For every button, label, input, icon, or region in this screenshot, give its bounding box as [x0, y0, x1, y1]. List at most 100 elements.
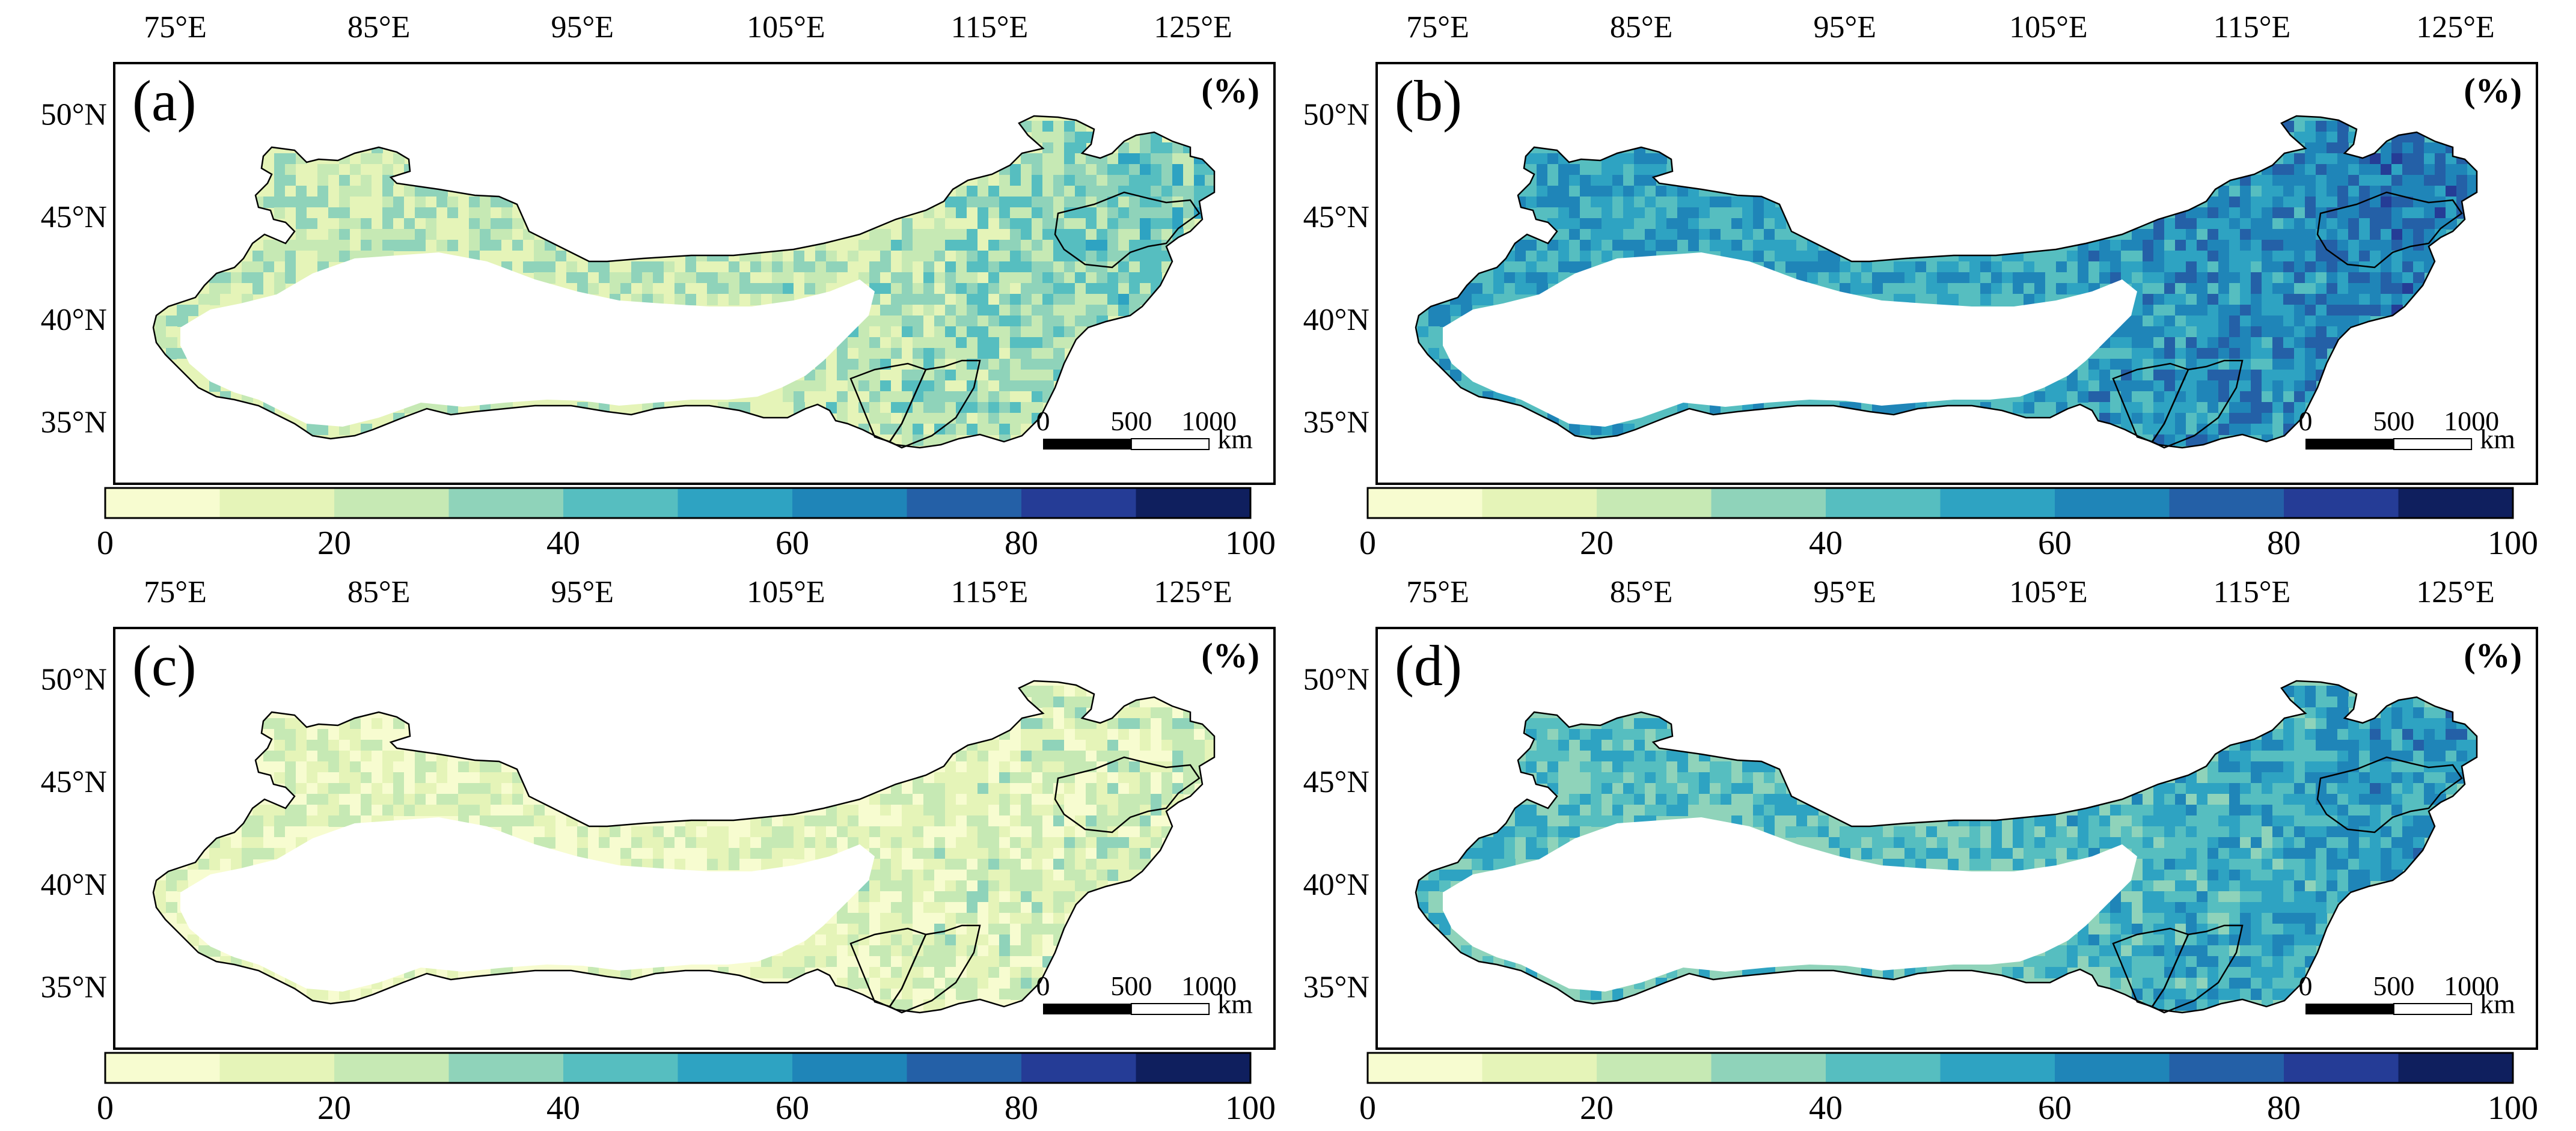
colorbar-swatch	[1826, 488, 1941, 518]
unit-label: (%)	[2464, 71, 2522, 110]
subregion-boundary	[2151, 359, 2244, 449]
lon-tick-label: 105°E	[2009, 10, 2088, 44]
map-region	[152, 680, 1216, 1014]
lon-tick-label: 85°E	[1610, 10, 1673, 44]
unit-label: (%)	[1201, 636, 1259, 675]
colorbar-tick-label: 0	[97, 525, 114, 562]
map-region	[152, 115, 1216, 449]
lat-tick-label: 45°N	[41, 765, 107, 799]
scale-bar-tick-label: 1000	[1181, 971, 1237, 1001]
colorbar-tick-label: 80	[1005, 1090, 1038, 1127]
lon-tick-label: 95°E	[551, 10, 614, 44]
colorbar-tick-label: 20	[317, 525, 351, 562]
colorbar-swatch	[1940, 1053, 2055, 1083]
colorbar-tick-label: 80	[1005, 525, 1038, 562]
scale-bar-tick-label: 1000	[1181, 406, 1237, 436]
lon-tick-label: 125°E	[1154, 575, 1232, 609]
subregion-boundary	[1054, 756, 1201, 834]
colorbar-tick-label: 60	[2038, 525, 2072, 562]
subregion-boundary	[2316, 756, 2463, 834]
colorbar-swatch	[1597, 488, 1712, 518]
colorbar: 0 20 40 60 80 100	[1359, 487, 2538, 562]
colorbar-swatch	[792, 488, 907, 518]
lat-tick-label: 40°N	[41, 303, 107, 337]
scale-bar-tick-label: 0	[1036, 971, 1050, 1001]
lon-tick-label: 115°E	[2213, 10, 2291, 44]
scale-bar-unit: km	[1217, 424, 1253, 454]
colorbar-swatch	[448, 1053, 564, 1083]
colorbar-tick-label: 100	[2488, 525, 2538, 562]
colorbar-swatch	[907, 1053, 1022, 1083]
region-boundary	[152, 115, 1216, 449]
colorbar-swatch	[2055, 488, 2170, 518]
colorbar-tick-label: 40	[546, 525, 580, 562]
scale-bar-tick-label: 0	[1036, 406, 1050, 436]
lon-tick-label: 125°E	[2416, 575, 2495, 609]
colorbar-swatch	[2284, 488, 2399, 518]
lat-tick-label: 50°N	[1303, 662, 1369, 697]
lat-tick-label: 35°N	[1303, 406, 1369, 440]
lon-tick-label: 75°E	[1406, 575, 1469, 609]
map-panel-svg: 75°E 85°E 95°E 105°E 115°E 125°E 50°N 45°N 40°N 3…	[1303, 10, 2538, 562]
unit-label: (%)	[2464, 636, 2522, 675]
colorbar-tick-label: 0	[97, 1090, 114, 1127]
panel-label: (c)	[132, 633, 197, 698]
panel-d: 75°E 85°E 95°E 105°E 115°E 125°E 50°N 45°N 40°N 3…	[1299, 565, 2573, 1130]
region-boundary	[152, 680, 1216, 1014]
map-region	[1415, 115, 2478, 449]
colorbar-swatch	[1711, 488, 1826, 518]
region-boundary	[1415, 680, 2478, 1014]
colorbar-swatch	[334, 1053, 449, 1083]
colorbar-tick-label: 60	[776, 525, 809, 562]
colorbar-swatch	[2169, 1053, 2284, 1083]
lon-tick-label: 75°E	[1406, 10, 1469, 44]
vegetation-raster	[153, 116, 1214, 448]
subregion-boundary	[2151, 924, 2244, 1014]
colorbar-tick-label: 40	[1809, 525, 1843, 562]
map-panel-svg: 75°E 85°E 95°E 105°E 115°E 125°E 50°N 45°N 40°N 3…	[41, 10, 1276, 562]
unit-label: (%)	[1201, 71, 1259, 110]
scale-bar-tick-label: 500	[2373, 406, 2414, 436]
scale-bar-unit: km	[2480, 424, 2515, 454]
subregion-boundary	[1054, 191, 1201, 269]
lat-tick-label: 50°N	[1303, 97, 1369, 132]
lon-tick-label: 115°E	[2213, 575, 2291, 609]
scale-bar-tick-label: 0	[2299, 971, 2313, 1001]
scale-bar-tick-label: 500	[2373, 971, 2414, 1001]
lat-tick-label: 45°N	[41, 200, 107, 234]
colorbar-swatch	[1136, 488, 1251, 518]
colorbar-swatch	[792, 1053, 907, 1083]
lon-tick-label: 125°E	[1154, 10, 1232, 44]
lon-tick-label: 115°E	[951, 575, 1029, 609]
colorbar-tick-label: 0	[1359, 525, 1376, 562]
lat-tick-label: 40°N	[1303, 303, 1369, 337]
colorbar-swatch	[2398, 1053, 2513, 1083]
colorbar-tick-label: 100	[1225, 1090, 1276, 1127]
panel-c: 75°E 85°E 95°E 105°E 115°E 125°E 50°N 45°N 40°N 3…	[36, 565, 1311, 1130]
lon-tick-label: 115°E	[951, 10, 1029, 44]
colorbar-tick-label: 60	[776, 1090, 809, 1127]
subregion-boundary	[889, 924, 981, 1014]
colorbar-swatch	[105, 1053, 220, 1083]
colorbar-swatch	[1136, 1053, 1251, 1083]
scale-bar-tick-label: 0	[2299, 406, 2313, 436]
lon-tick-label: 95°E	[1813, 10, 1876, 44]
lat-tick-label: 35°N	[41, 406, 107, 440]
lat-tick-label: 50°N	[41, 97, 107, 132]
colorbar-swatch	[563, 1053, 678, 1083]
lon-tick-label: 85°E	[1610, 575, 1673, 609]
lat-tick-label: 45°N	[1303, 200, 1369, 234]
lon-tick-label: 125°E	[2416, 10, 2495, 44]
colorbar-swatch	[2169, 488, 2284, 518]
lon-tick-label: 105°E	[747, 10, 825, 44]
panel-a: 75°E 85°E 95°E 105°E 115°E 125°E 50°N 45°N 40°N 3…	[36, 0, 1311, 565]
scale-bar-tick-label: 1000	[2444, 406, 2499, 436]
colorbar-swatch	[1021, 488, 1136, 518]
lat-tick-label: 45°N	[1303, 765, 1369, 799]
lon-tick-label: 85°E	[347, 10, 411, 44]
colorbar-swatch	[1482, 488, 1597, 518]
lon-tick-label: 95°E	[1813, 575, 1876, 609]
lat-tick-label: 35°N	[41, 971, 107, 1005]
